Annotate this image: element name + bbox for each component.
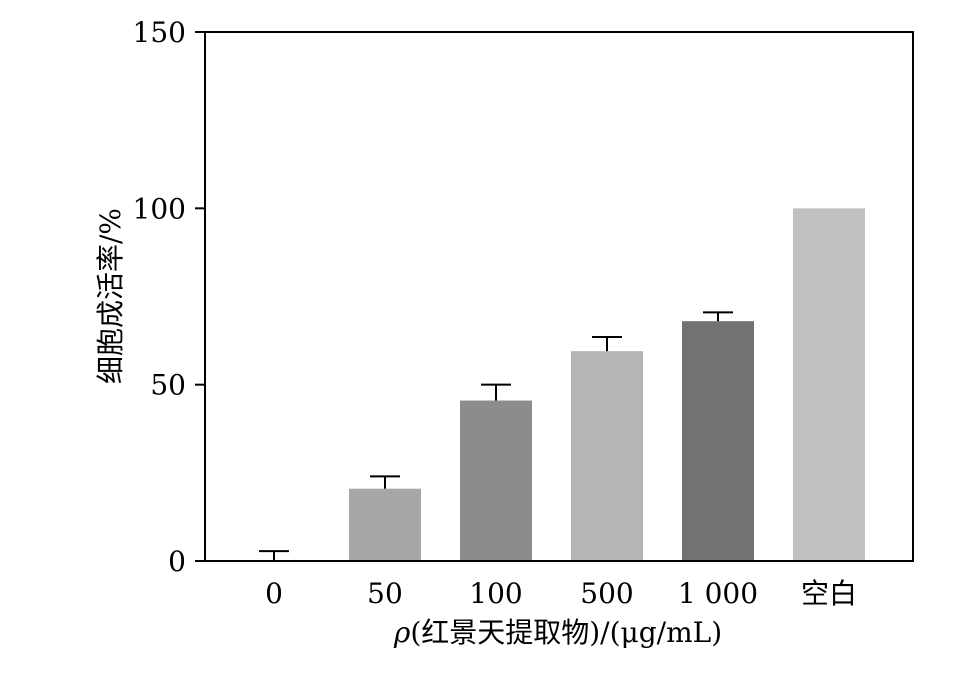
y-axis-title: 细胞成活率/% [94,208,127,384]
x-axis-title-symbol: ρ [393,616,411,649]
y-tick-label: 100 [133,192,186,225]
x-tick-label: 500 [580,577,633,610]
x-tick-label: 50 [367,577,403,610]
x-tick-label: 100 [469,577,522,610]
y-tick-label: 150 [133,16,186,49]
x-tick-label: 0 [265,577,283,610]
x-tick-label: 空白 [801,577,857,610]
bar [460,400,532,561]
bar [793,208,865,562]
bars-layer [349,208,865,562]
y-tick-label: 50 [150,369,186,402]
x-axis-title-text: (红景天提取物)/(μg/mL) [410,616,722,649]
error-bars-layer [259,311,733,561]
x-axis: 0 50 100 500 1 000 空白 [265,577,857,610]
x-tick-label: 1 000 [678,577,758,610]
bar [349,488,421,561]
x-axis-title: ρ(红景天提取物)/(μg/mL) [393,616,722,649]
bar [682,321,754,561]
y-axis: 0 50 100 150 [133,16,205,578]
y-tick-label: 0 [168,545,186,578]
bar [571,351,643,561]
plot-frame [204,31,914,562]
